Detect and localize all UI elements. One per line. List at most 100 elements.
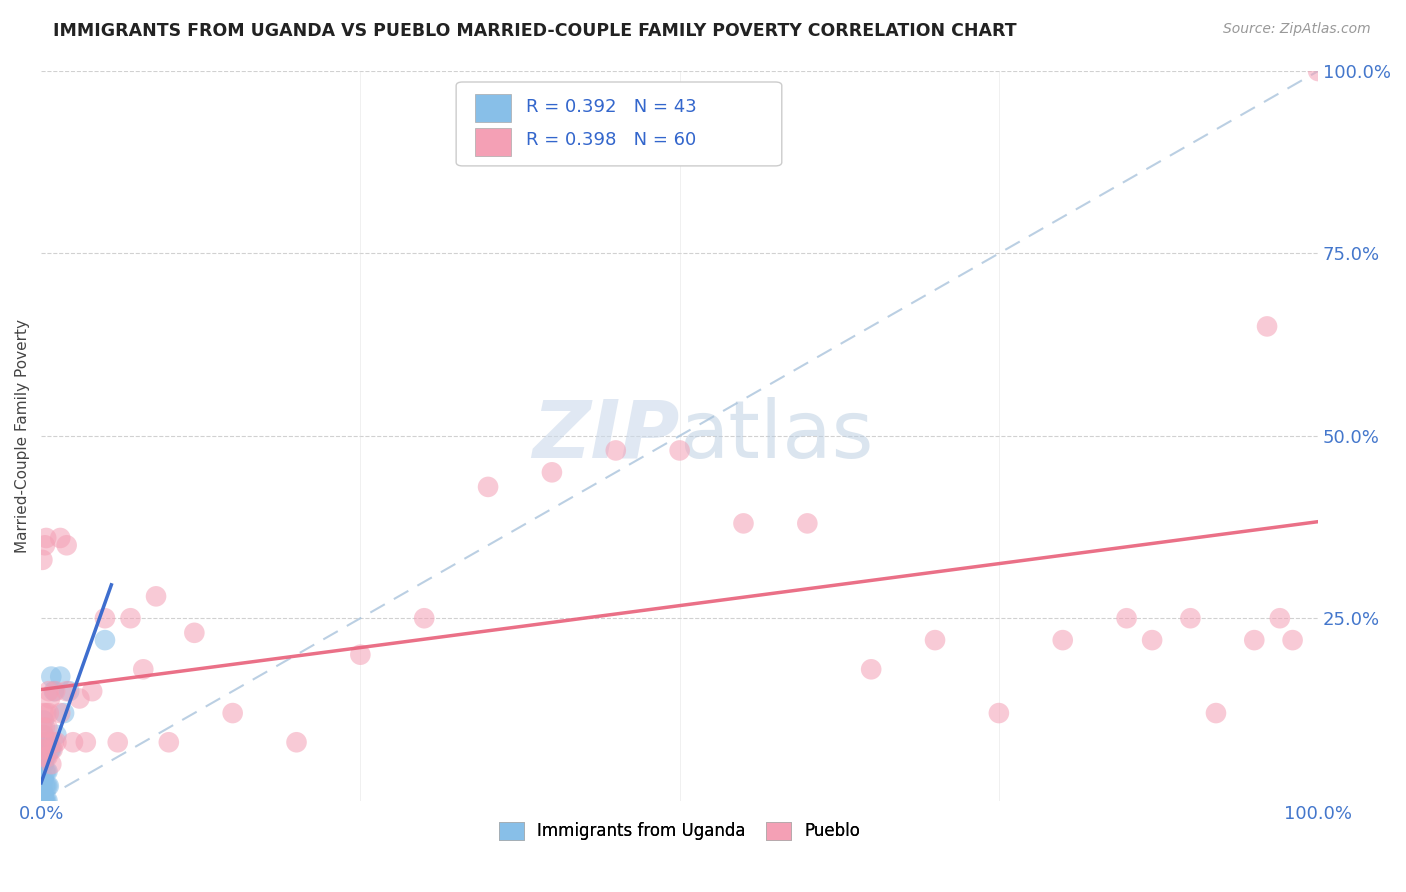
Point bbox=[38, 779, 60, 793]
Text: IMMIGRANTS FROM UGANDA VS PUEBLO MARRIED-COUPLE FAMILY POVERTY CORRELATION CHART: IMMIGRANTS FROM UGANDA VS PUEBLO MARRIED… bbox=[53, 22, 1017, 40]
Point bbox=[31, 794, 53, 808]
Point bbox=[120, 611, 142, 625]
Point bbox=[1281, 633, 1303, 648]
Text: R = 0.392   N = 43: R = 0.392 N = 43 bbox=[526, 98, 697, 116]
Point bbox=[733, 516, 755, 531]
Point bbox=[1140, 633, 1163, 648]
Point bbox=[31, 794, 53, 808]
Point bbox=[35, 779, 58, 793]
Point bbox=[37, 794, 59, 808]
Point bbox=[1243, 633, 1265, 648]
Point bbox=[796, 516, 818, 531]
Point bbox=[221, 706, 243, 720]
Point bbox=[32, 749, 55, 764]
Point bbox=[34, 794, 56, 808]
Point bbox=[42, 684, 65, 698]
Point bbox=[49, 670, 72, 684]
Point bbox=[1180, 611, 1202, 625]
Point bbox=[49, 531, 72, 545]
Point bbox=[1115, 611, 1137, 625]
Legend: Immigrants from Uganda, Pueblo: Immigrants from Uganda, Pueblo bbox=[492, 815, 868, 847]
Point bbox=[41, 742, 63, 756]
Point bbox=[94, 633, 117, 648]
Point bbox=[32, 728, 55, 742]
Point bbox=[45, 735, 67, 749]
Point bbox=[349, 648, 371, 662]
Point bbox=[42, 735, 65, 749]
Point bbox=[37, 779, 59, 793]
Point bbox=[34, 538, 56, 552]
Point bbox=[34, 742, 56, 756]
Point bbox=[34, 794, 56, 808]
Point bbox=[32, 794, 55, 808]
Point bbox=[55, 538, 77, 552]
Point bbox=[145, 590, 167, 604]
Point bbox=[285, 735, 308, 749]
Point bbox=[924, 633, 946, 648]
Point bbox=[157, 735, 180, 749]
Point bbox=[34, 749, 56, 764]
Point bbox=[32, 728, 55, 742]
Point bbox=[860, 662, 883, 676]
Point bbox=[49, 706, 72, 720]
Point bbox=[35, 531, 58, 545]
Point bbox=[39, 742, 62, 756]
Point bbox=[32, 757, 55, 772]
Point bbox=[32, 742, 55, 756]
Point bbox=[34, 721, 56, 735]
Point bbox=[132, 662, 155, 676]
Point bbox=[32, 786, 55, 800]
FancyBboxPatch shape bbox=[475, 95, 510, 122]
Point bbox=[37, 721, 59, 735]
Point bbox=[44, 684, 66, 698]
Point bbox=[31, 721, 53, 735]
FancyBboxPatch shape bbox=[475, 128, 510, 156]
Point bbox=[541, 466, 564, 480]
Point bbox=[31, 553, 53, 567]
Y-axis label: Married-Couple Family Poverty: Married-Couple Family Poverty bbox=[15, 318, 30, 553]
Text: atlas: atlas bbox=[679, 397, 875, 475]
Point bbox=[35, 706, 58, 720]
Point bbox=[75, 735, 97, 749]
Point bbox=[1268, 611, 1291, 625]
Point bbox=[37, 749, 59, 764]
Point bbox=[31, 742, 53, 756]
Point bbox=[31, 779, 53, 793]
Text: ZIP: ZIP bbox=[533, 397, 679, 475]
Point bbox=[35, 764, 58, 779]
Point bbox=[38, 735, 60, 749]
Point bbox=[35, 749, 58, 764]
Point bbox=[58, 684, 80, 698]
Point bbox=[41, 742, 63, 756]
Point bbox=[477, 480, 499, 494]
Point bbox=[37, 764, 59, 779]
Point bbox=[413, 611, 436, 625]
Point bbox=[35, 735, 58, 749]
Point bbox=[38, 684, 60, 698]
Point bbox=[31, 794, 53, 808]
Point bbox=[1308, 64, 1330, 78]
Point bbox=[94, 611, 117, 625]
Point bbox=[31, 786, 53, 800]
Point bbox=[183, 625, 205, 640]
Point bbox=[32, 714, 55, 728]
Point bbox=[41, 670, 63, 684]
Point bbox=[53, 706, 76, 720]
Point bbox=[31, 794, 53, 808]
Point bbox=[34, 735, 56, 749]
Point bbox=[45, 728, 67, 742]
Point bbox=[107, 735, 129, 749]
FancyBboxPatch shape bbox=[456, 82, 782, 166]
Point bbox=[34, 764, 56, 779]
Point bbox=[32, 794, 55, 808]
Point bbox=[1205, 706, 1227, 720]
Point bbox=[1256, 319, 1278, 334]
Point bbox=[605, 443, 627, 458]
Point bbox=[35, 794, 58, 808]
Point bbox=[62, 735, 84, 749]
Point bbox=[31, 772, 53, 786]
Point bbox=[32, 794, 55, 808]
Point bbox=[31, 757, 53, 772]
Point bbox=[987, 706, 1010, 720]
Point bbox=[55, 684, 77, 698]
